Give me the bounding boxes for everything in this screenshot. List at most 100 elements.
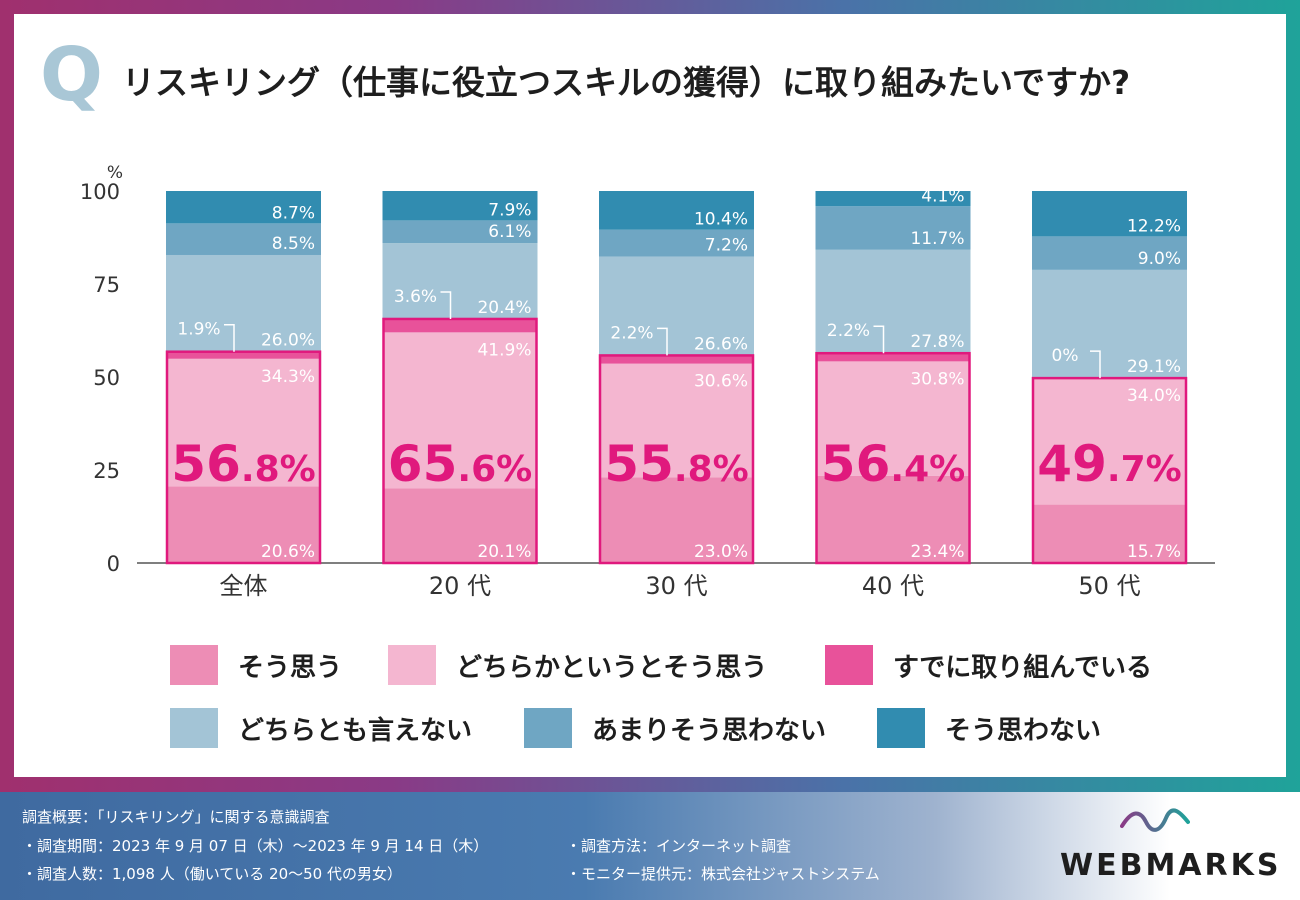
total-outline [1031,376,1188,565]
legend-item-dochiraka: どちらかというとそう思う [388,645,767,685]
leader-line [1090,350,1101,379]
survey-provider: ・モニター提供元：株式会社ジャストシステム [566,865,880,883]
total-label-dec: .8% [241,449,316,490]
bar-segment-dochiraka [1032,378,1187,505]
logo-wave-icon [1120,808,1190,832]
total-label-int: 65 [388,435,458,493]
bar-segment-sou_omowanai [166,191,321,224]
total-outline [598,354,755,565]
legend-item-sou-omou: そう思う [170,645,342,685]
data-label: 26.0% [261,331,315,351]
question-title: リスキリング（仕事に役立つスキルの獲得）に取り組みたいですか? [122,63,1131,102]
data-label: 2.2% [610,323,653,343]
y-tick-label: 0 [107,552,120,576]
data-label: 29.1% [1127,357,1181,377]
bar-segment-dochiratomo [382,243,538,319]
y-axis-unit: % [107,163,123,183]
survey-footer [0,792,1300,900]
bar-segment-sou_omou [166,486,321,563]
data-label: 20.4% [477,298,531,318]
total-label-dec: .7% [1107,449,1182,490]
legend-label: あまりそう思わない [592,715,827,746]
data-label: 15.7% [1127,542,1181,562]
data-label: 27.8% [910,332,964,352]
total-label-int: 49 [1037,435,1107,493]
bar-segment-sudeni [815,353,971,362]
legend-swatch [825,645,873,685]
data-label: 41.9% [477,340,531,360]
legend-label: どちらかというとそう思う [456,652,768,683]
total-outline [165,350,322,565]
data-label: 34.3% [261,367,315,387]
data-label: 2.2% [827,321,870,341]
x-tick-label: 30 代 [645,572,707,600]
total-label: 65.6% [388,435,532,493]
total-label: 49.7% [1037,435,1181,493]
leader-line [873,325,885,354]
bar-segment-sou_omowanai [1032,191,1187,237]
bar-segment-sudeni [166,351,321,359]
legend-item-sou-omowanai: そう思わない [877,708,1101,748]
bar-segment-sudeni [599,355,754,364]
bar-segment-dochiraka [599,363,754,478]
survey-title: 調査概要：「リスキリング」に関する意識調査 [22,808,330,826]
stacked-bar-chart: 0 25 50 75 100% 20.6% 34.3% 26.0% 8.5% 8.7% 1.9% 56… [80,163,1215,600]
total-label-int: 55 [604,435,674,493]
data-label: 7.2% [705,235,748,255]
x-tick-label: 50 代 [1078,572,1140,600]
legend-swatch [170,645,218,685]
bar-segment-sou_omowanai [815,191,971,207]
data-label: 23.4% [910,542,964,562]
legend-swatch [170,708,218,748]
bar-segment-amari [166,223,321,255]
total-label-int: 56 [821,435,891,493]
bar-segment-sou_omou [382,488,538,563]
x-tick-label: 全体 [220,572,268,600]
legend-item-dochiratomo: どちらとも言えない [170,708,472,748]
total-label-dec: .6% [457,449,532,490]
data-label: 3.6% [394,287,437,307]
survey-count: ・調査人数：1,098 人（働いている 20〜50 代の男女） [22,865,402,883]
data-label: 26.6% [694,334,748,354]
y-tick-label: 25 [93,459,120,483]
survey-method: ・調査方法：インターネット調査 [566,837,792,855]
leader-line [440,291,452,319]
data-label: 11.7% [910,229,964,249]
total-label: 56.4% [821,435,965,493]
legend-swatch [877,708,925,748]
data-label: 4.1% [921,186,964,206]
data-label: 20.6% [261,542,315,562]
legend-swatch [388,645,436,685]
data-label: 30.8% [910,369,964,389]
leader-line [224,323,235,352]
data-label: 20.1% [477,542,531,562]
y-tick-label: 100 [80,180,120,204]
bar-segment-dochiraka [382,332,538,489]
total-label-dec: .4% [890,449,965,490]
x-tick-label: 20 代 [429,572,491,600]
data-label: 1.9% [177,320,220,340]
bar-segment-dochiratomo [815,249,971,354]
y-tick-label: 75 [93,273,120,297]
bar-segment-amari [1032,236,1187,270]
legend-item-amari: あまりそう思わない [524,708,826,748]
total-label-dec: .8% [674,449,749,490]
data-label: 7.9% [488,200,531,220]
question-mark: Q [40,32,103,118]
bar-segment-sou_omowanai [382,191,538,221]
logo-text: WEBMARKS [1060,848,1282,883]
data-label: 30.6% [694,372,748,392]
data-label: 6.1% [488,222,531,242]
data-label: 0% [1052,346,1079,366]
bar-segment-dochiraka [815,361,971,476]
bar-segment-sou_omou [815,475,971,563]
legend-label: すでに取り組んでいる [893,652,1152,683]
bar-segment-dochiraka [166,358,321,487]
data-label: 8.7% [272,203,315,223]
data-label: 12.2% [1127,216,1181,236]
survey-period: ・調査期間：2023 年 9 月 07 日（木）〜2023 年 9 月 14 日… [22,837,489,855]
bar-segment-sudeni [382,318,538,333]
data-label: 23.0% [694,542,748,562]
data-label: 9.0% [1138,249,1181,269]
bar-segment-amari [599,229,754,257]
